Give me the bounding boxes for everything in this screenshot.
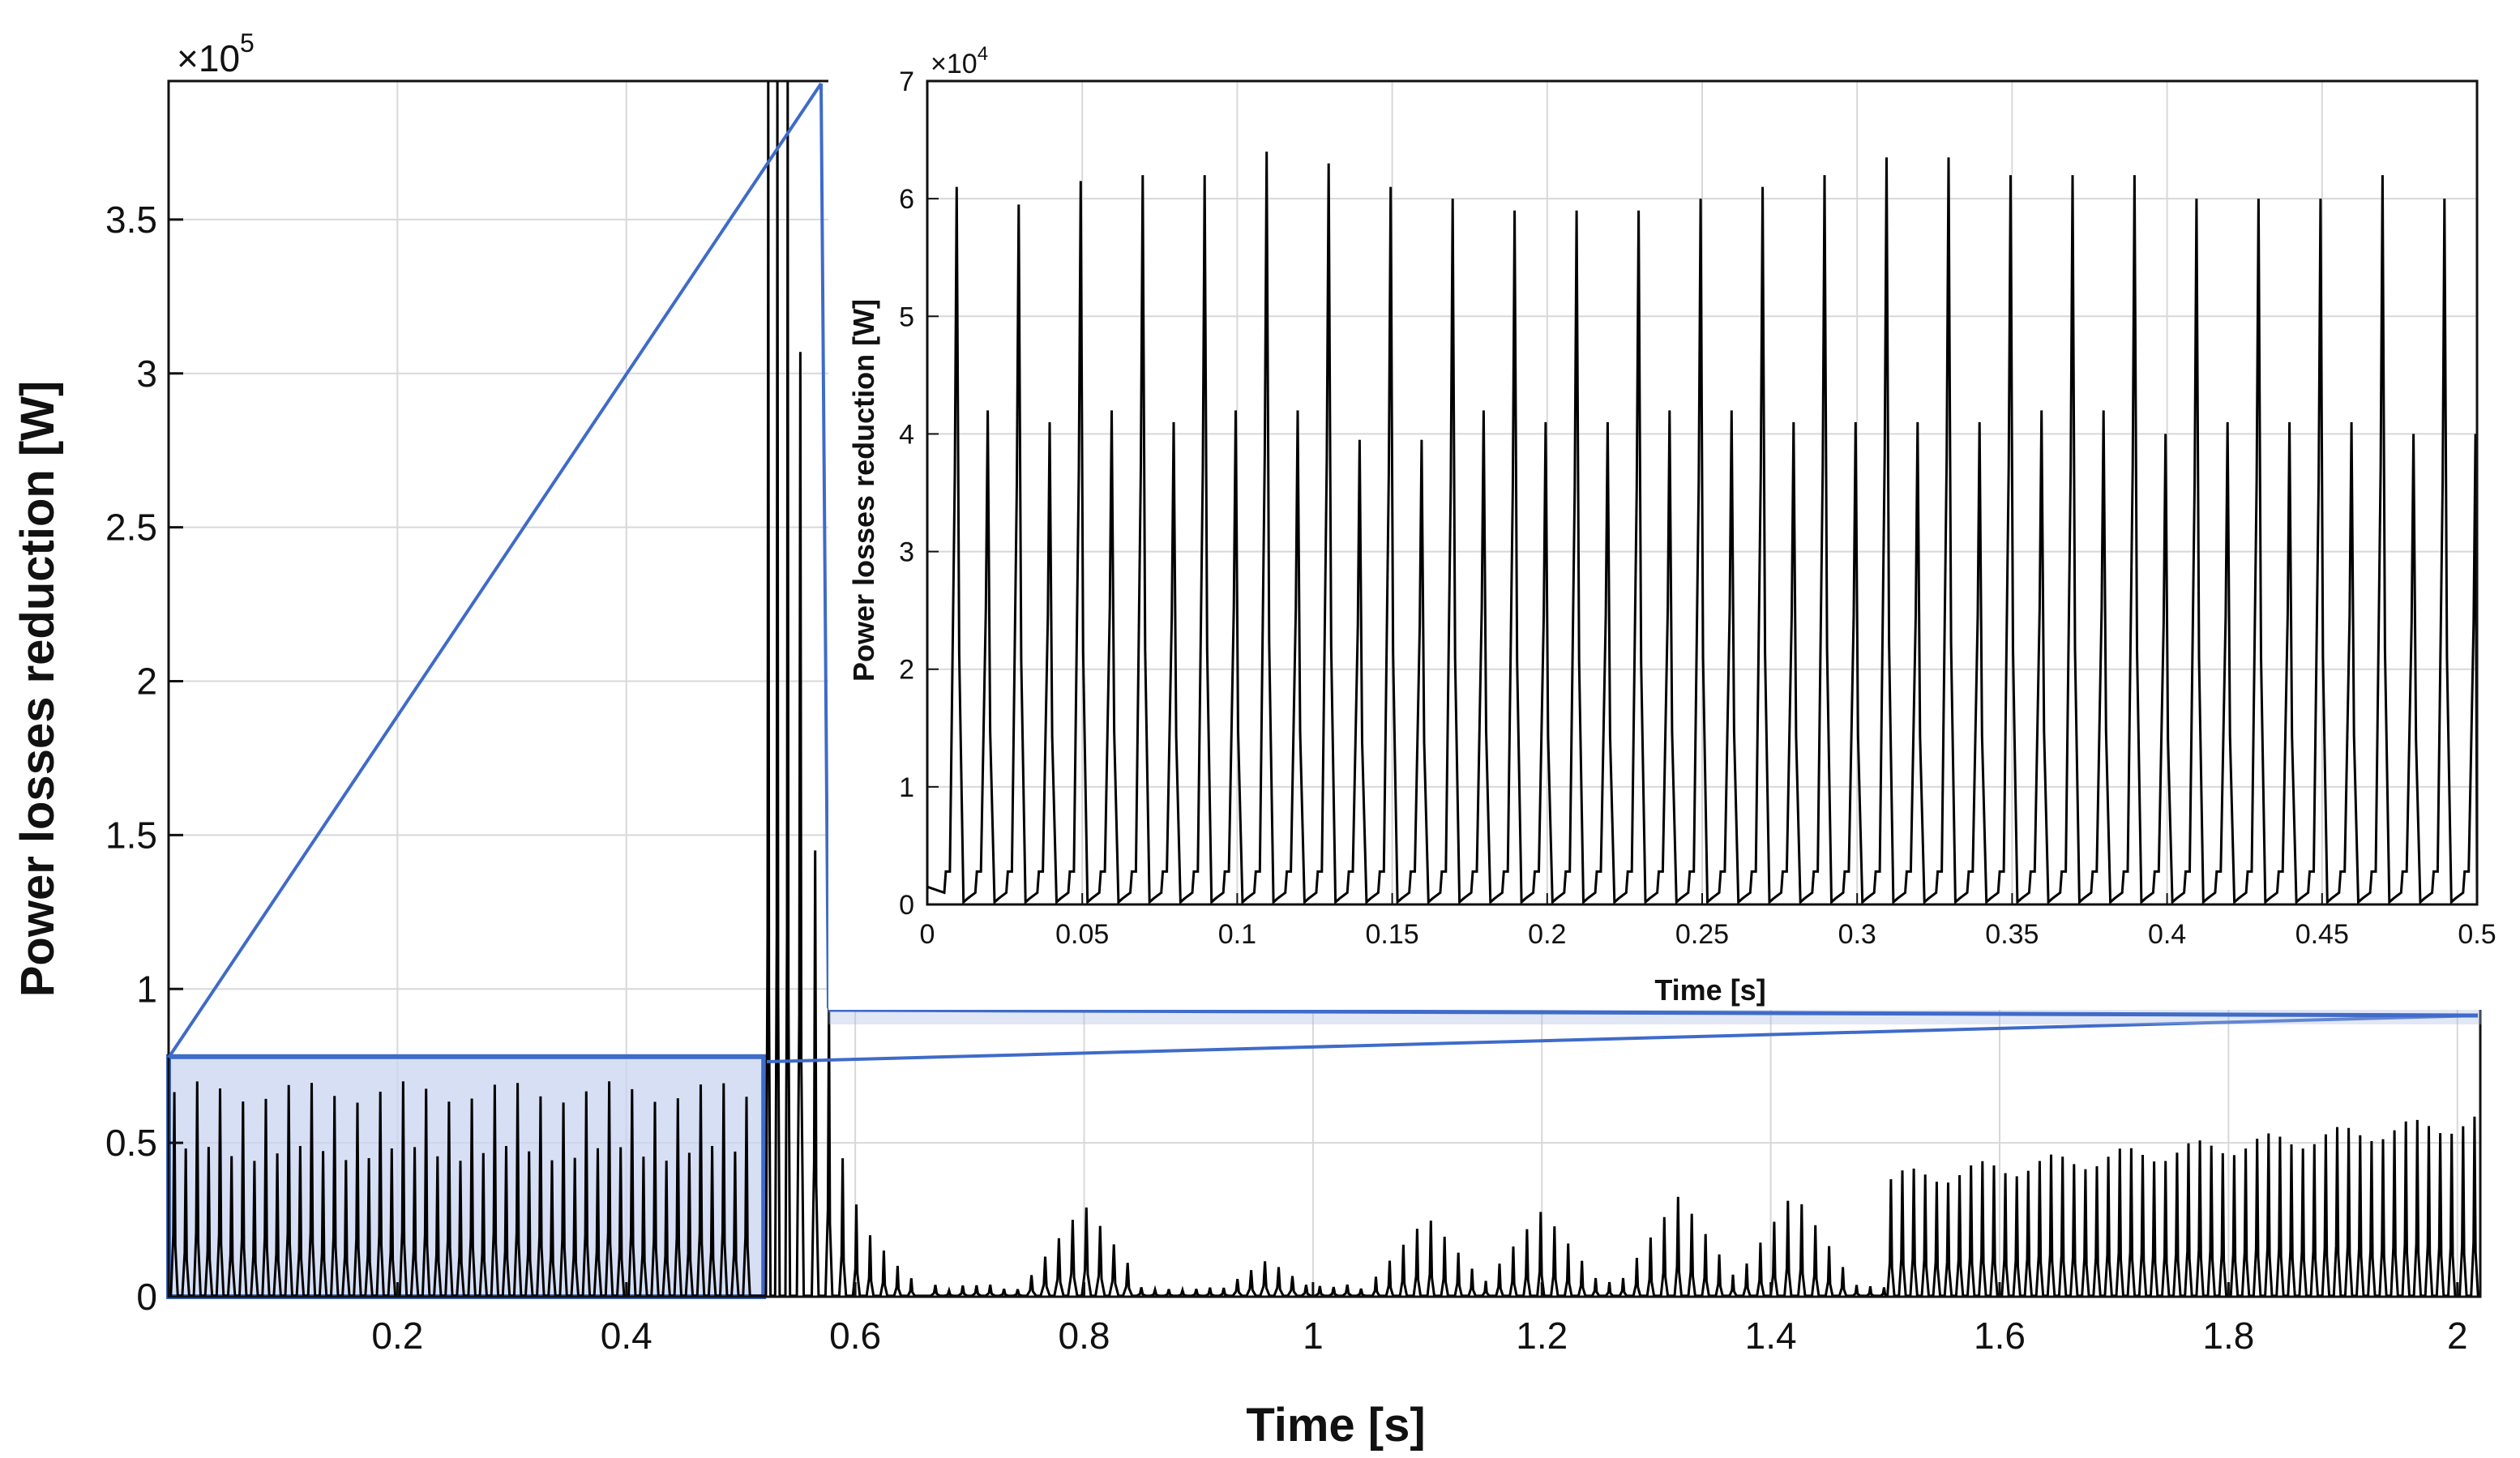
main-y-tick-label: 2 bbox=[136, 661, 157, 703]
inset-x-tick-label: 0.15 bbox=[1366, 919, 1419, 950]
main-y-tick-label: 3 bbox=[136, 353, 157, 395]
main-y-tick-label: 1.5 bbox=[105, 814, 157, 856]
main-x-tick-label: 0.8 bbox=[1059, 1315, 1110, 1357]
main-x-axis-title: Time [s] bbox=[1246, 1399, 1425, 1452]
main-y-tick-label: 2.5 bbox=[105, 507, 157, 549]
inset-x-tick-label: 0.2 bbox=[1528, 919, 1566, 950]
main-x-tick-label: 1.4 bbox=[1745, 1315, 1797, 1357]
inset-x-tick-label: 0.05 bbox=[1055, 919, 1109, 950]
inset-x-tick-label: 0.45 bbox=[2295, 919, 2349, 950]
main-x-tick-label: 1 bbox=[1303, 1315, 1324, 1357]
inset-y-tick-label: 7 bbox=[899, 66, 914, 97]
main-y-tick-label: 0 bbox=[136, 1276, 157, 1318]
main-y-tick-label: 1 bbox=[136, 968, 157, 1010]
inset-y-axis-title: Power losses reduction [W] bbox=[847, 299, 880, 682]
inset-x-axis-title: Time [s] bbox=[1654, 973, 1765, 1007]
inset-y-tick-label: 0 bbox=[899, 890, 914, 921]
main-x-tick-label: 0.4 bbox=[601, 1315, 652, 1357]
main-x-tick-label: 2 bbox=[2447, 1315, 2468, 1357]
main-y-axis-title: Power losses reduction [W] bbox=[11, 381, 64, 998]
inset-x-tick-label: 0.5 bbox=[2458, 919, 2496, 950]
inset-y-tick-label: 3 bbox=[899, 537, 914, 568]
main-y-tick-label: 3.5 bbox=[105, 199, 157, 241]
inset-axes: 0 0.05 0.1 0.15 0.2 0.25 0.3 0.35 0.4 0.45 0.5 0 1 2… bbox=[828, 43, 2496, 1010]
inset-y-tick-label: 1 bbox=[899, 772, 914, 803]
main-y-tick-label: 0.5 bbox=[105, 1122, 157, 1164]
main-x-tick-label: 0.6 bbox=[829, 1315, 881, 1357]
main-x-tick-label: 1.2 bbox=[1516, 1315, 1568, 1357]
main-x-tick-label: 1.6 bbox=[1974, 1315, 2026, 1357]
zoom-box bbox=[169, 1057, 764, 1297]
inset-x-tick-label: 0.25 bbox=[1675, 919, 1729, 950]
inset-y-tick-label: 6 bbox=[899, 184, 914, 215]
inset-x-tick-label: 0.3 bbox=[1838, 919, 1876, 950]
inset-y-tick-label: 2 bbox=[899, 655, 914, 686]
main-x-tick-label: 1.8 bbox=[2202, 1315, 2254, 1357]
inset-x-tick-label: 0 bbox=[920, 919, 935, 950]
inset-x-tick-label: 0.1 bbox=[1218, 919, 1256, 950]
inset-x-tick-label: 0.4 bbox=[2148, 919, 2186, 950]
inset-y-tick-label: 4 bbox=[899, 419, 914, 450]
inset-x-tick-label: 0.35 bbox=[1985, 919, 2039, 950]
main-y-exponent: ×105 bbox=[177, 28, 255, 79]
inset-y-tick-label: 5 bbox=[899, 301, 914, 332]
figure: 0.2 0.4 0.6 0.8 1 1.2 1.4 1.6 1.8 2 0 0.5 1 1.5 2 2.5 3… bbox=[0, 0, 2520, 1458]
main-x-tick-label: 0.2 bbox=[371, 1315, 423, 1357]
